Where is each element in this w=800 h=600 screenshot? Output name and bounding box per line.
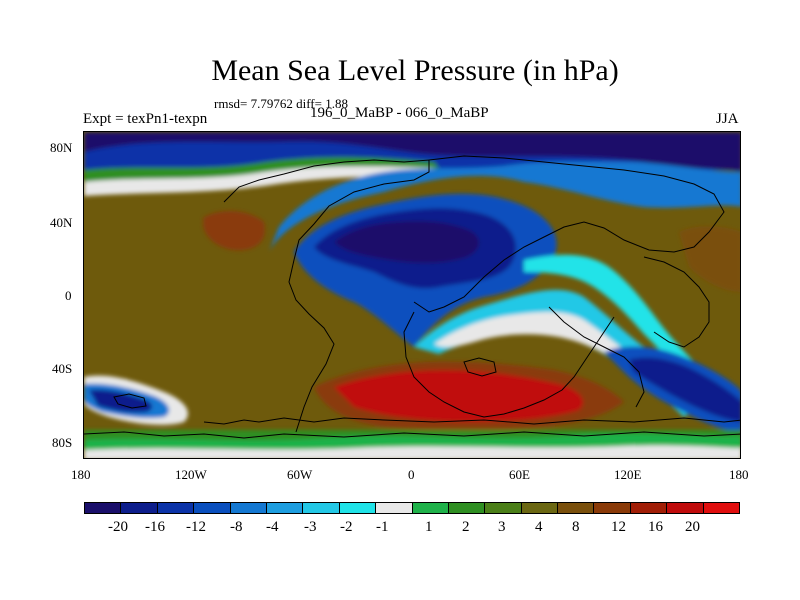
colorbar-label: 20 [685, 519, 700, 535]
season-label: JJA [716, 111, 739, 127]
colorbar-label: -12 [186, 519, 206, 535]
colorbar-swatch [630, 503, 668, 513]
colorbar-swatch [339, 503, 377, 513]
colorbar-swatch [266, 503, 304, 513]
colorbar-swatch [558, 503, 595, 513]
lon-tick-60e: 60E [509, 467, 530, 482]
colorbar-label: 3 [498, 519, 506, 535]
lat-tick-40s: 40S [52, 361, 73, 376]
pressure-map-field [84, 132, 740, 458]
colorbar-swatch [376, 503, 413, 513]
lat-tick-80s: 80S [52, 435, 73, 450]
colorbar-swatch [121, 503, 158, 513]
lon-tick-60w: 60W [287, 467, 313, 482]
colorbar-label: 16 [648, 519, 663, 535]
experiment-label: Expt = texPn1-texpn [83, 111, 208, 127]
colorbar-swatch [85, 503, 122, 513]
lat-tick-0: 0 [65, 288, 72, 303]
colorbar-swatch [594, 503, 631, 513]
colorbar-swatch [194, 503, 231, 513]
lon-tick-120e: 120E [614, 467, 642, 482]
colorbar-swatch [521, 503, 559, 513]
colorbar-swatch [157, 503, 195, 513]
colorbar-label: -2 [340, 519, 353, 535]
colorbar-swatch [667, 503, 704, 513]
colorbar-label: 8 [572, 519, 580, 535]
period-label: 196_0_MaBP - 066_0_MaBP [310, 105, 489, 121]
colorbar-label: -20 [108, 519, 128, 535]
colorbar [84, 502, 740, 514]
lon-tick-180e: 180 [729, 467, 749, 482]
colorbar-swatch [703, 503, 740, 513]
lon-tick-0: 0 [408, 467, 415, 482]
colorbar-label: 12 [611, 519, 626, 535]
colorbar-swatch [230, 503, 267, 513]
lat-tick-40n: 40N [50, 215, 73, 230]
colorbar-swatch [412, 503, 449, 513]
lon-tick-180w: 180 [71, 467, 91, 482]
colorbar-label: -4 [266, 519, 279, 535]
lat-tick-80n: 80N [50, 140, 73, 155]
lon-tick-120w: 120W [175, 467, 207, 482]
colorbar-swatch [303, 503, 340, 513]
colorbar-label: 2 [462, 519, 470, 535]
colorbar-label: 1 [425, 519, 433, 535]
pressure-map [83, 131, 741, 459]
colorbar-swatch [448, 503, 486, 513]
map-title: Mean Sea Level Pressure (in hPa) [211, 54, 619, 87]
colorbar-label: 4 [535, 519, 543, 535]
colorbar-label: -8 [230, 519, 243, 535]
stats-label: rmsd= 7.79762 diff= 1.88 [214, 96, 348, 111]
colorbar-swatch [485, 503, 522, 513]
colorbar-label: -3 [304, 519, 317, 535]
colorbar-label: -1 [376, 519, 389, 535]
colorbar-label: -16 [145, 519, 165, 535]
